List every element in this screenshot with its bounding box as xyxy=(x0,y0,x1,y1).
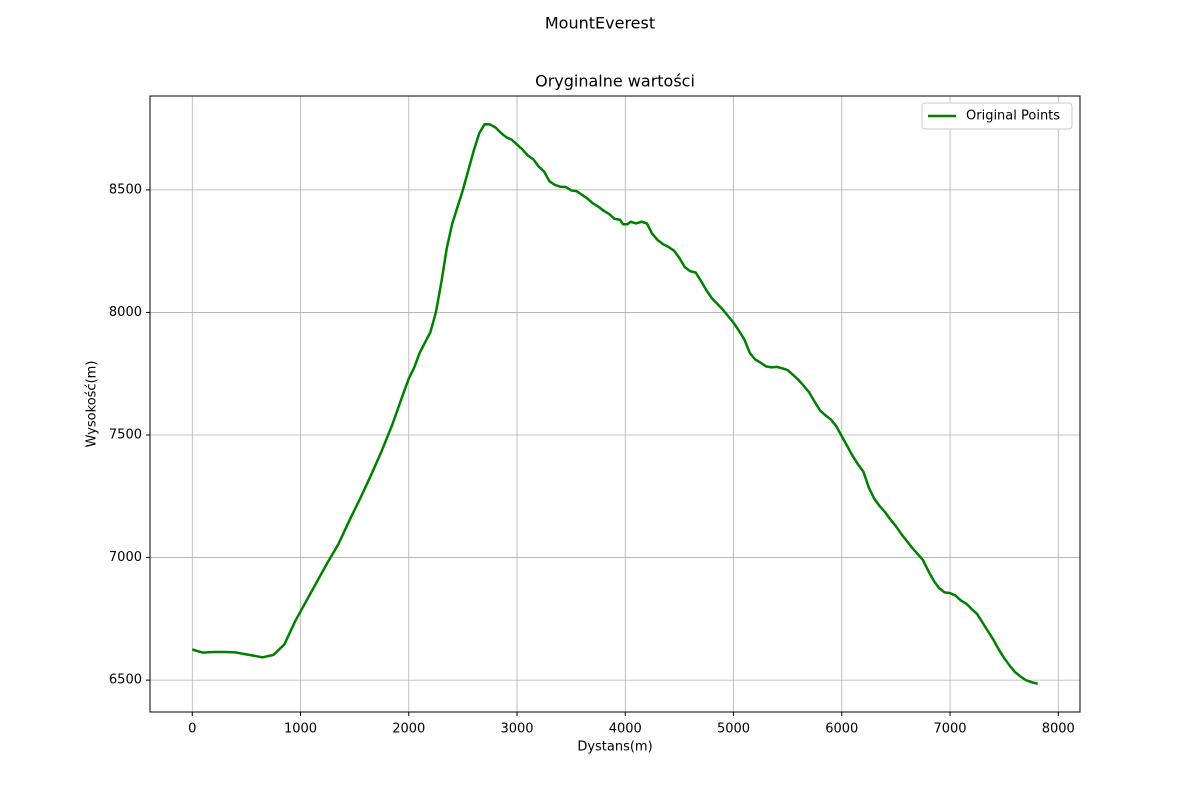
y-tick-label: 6500 xyxy=(109,673,142,688)
x-tick-label: 6000 xyxy=(825,722,858,737)
x-tick-label: 1000 xyxy=(284,722,317,737)
x-tick-label: 0 xyxy=(188,722,196,737)
legend-box xyxy=(921,102,1073,130)
suptitle: MountEverest xyxy=(545,14,655,33)
x-tick-label: 2000 xyxy=(392,722,425,737)
x-tick-label: 7000 xyxy=(933,722,966,737)
x-tick-label: 4000 xyxy=(609,722,642,737)
x-axis-label: Dystans(m) xyxy=(577,740,652,755)
line xyxy=(191,122,1039,686)
legend: Original Points xyxy=(921,102,1073,130)
y-tick-label: 7000 xyxy=(109,550,142,565)
chart-title: Oryginalne wartości xyxy=(535,72,695,91)
y-axis-label: Wysokość(m) xyxy=(85,361,100,448)
y-tick-label: 8500 xyxy=(109,182,142,197)
x-tick-label: 5000 xyxy=(717,722,750,737)
x-tick-label: 8000 xyxy=(1042,722,1075,737)
plot-frame xyxy=(149,95,1081,713)
legend-label: Original Points xyxy=(966,109,1060,124)
y-tick-label: 8000 xyxy=(109,305,142,320)
x-tick-label: 3000 xyxy=(500,722,533,737)
y-tick-label: 7500 xyxy=(109,428,142,443)
